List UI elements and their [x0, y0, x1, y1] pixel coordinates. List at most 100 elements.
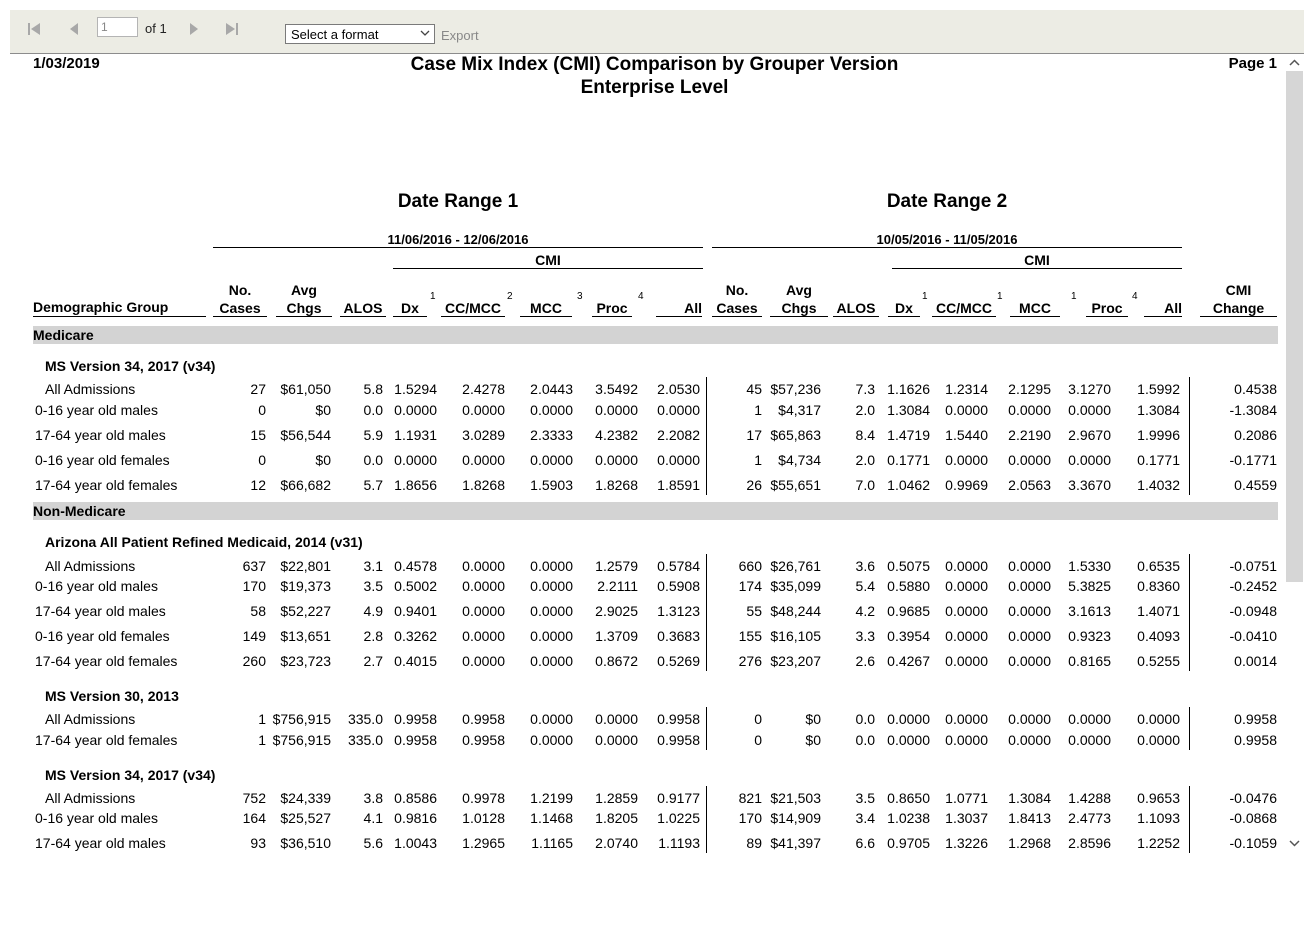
col-underline [393, 316, 427, 317]
row-label: 0-16 year old females [35, 628, 170, 644]
vertical-scrollbar[interactable] [1285, 54, 1304, 854]
previous-page-icon[interactable] [66, 20, 82, 38]
range1-cell: 0.4578 [394, 558, 437, 574]
next-page-icon[interactable] [186, 20, 202, 38]
range1-cell: 1.0225 [657, 810, 700, 826]
format-select[interactable]: Select a format [285, 24, 435, 44]
range1-cell: 0 [258, 452, 266, 468]
range1-cell: $66,682 [280, 477, 331, 493]
range2-cell: 1.5992 [1137, 381, 1180, 397]
range2-cell: 0.5255 [1137, 653, 1180, 669]
range1-cell: 0.0000 [530, 653, 573, 669]
range2-cell: 5.4 [855, 578, 875, 594]
range1-cell: 0.4015 [394, 653, 437, 669]
range2-cell: $57,236 [770, 381, 821, 397]
range1-cell: 170 [242, 578, 266, 594]
last-page-icon[interactable] [224, 20, 240, 38]
range1-cell: 5.8 [363, 381, 383, 397]
range2-cell: $0 [805, 732, 821, 748]
range2-cell: 3.1613 [1068, 603, 1111, 619]
range2-cell: 3.5 [855, 790, 875, 806]
range1-cell: $24,339 [280, 790, 331, 806]
scroll-down-icon[interactable] [1289, 838, 1300, 848]
range1-cell: 0.0000 [530, 732, 573, 748]
range2-cell: 2.9670 [1068, 427, 1111, 443]
range2-cell: 0.0000 [887, 711, 930, 727]
cmi-change-cell: -0.0751 [1229, 558, 1277, 574]
range2-cell: 0.0000 [945, 558, 988, 574]
range2-cell: 174 [738, 578, 762, 594]
first-page-icon[interactable] [26, 20, 42, 38]
section-title: Medicare [33, 327, 94, 343]
cmi-change-cell: -0.1059 [1229, 835, 1277, 851]
range1-cell: 1.3709 [595, 628, 638, 644]
range1-cell: 149 [242, 628, 266, 644]
range1-cell: 0.0000 [462, 452, 505, 468]
col-underline [888, 316, 920, 317]
range2-cell: 1.4288 [1068, 790, 1111, 806]
range1-cell: 0.0000 [462, 628, 505, 644]
range2-cell: 0.3954 [887, 628, 930, 644]
range1-cell: 4.1 [363, 810, 383, 826]
range1-cell: 1.0128 [462, 810, 505, 826]
col-no-cases-2: No. Cases [716, 282, 758, 316]
range2-cell: 3.6 [855, 558, 875, 574]
column-divider [1189, 707, 1190, 750]
range1-cell: 0.0000 [530, 603, 573, 619]
range2-cell: 0.0000 [1137, 732, 1180, 748]
range2-cell: 0.9323 [1068, 628, 1111, 644]
col-all-2: All [1164, 300, 1182, 316]
range1-cell: 1.8268 [595, 477, 638, 493]
report-title: Case Mix Index (CMI) Comparison by Group… [410, 54, 899, 75]
scroll-thumb[interactable] [1286, 71, 1303, 582]
section-band [33, 326, 1278, 344]
scroll-up-icon[interactable] [1289, 58, 1300, 68]
range1-cell: 0.0 [363, 452, 383, 468]
export-link[interactable]: Export [441, 28, 479, 43]
range1-cell: 4.2382 [595, 427, 638, 443]
col-mcc-2: MCC [1019, 300, 1051, 316]
range2-cell: 0.0000 [1008, 578, 1051, 594]
range2-cell: 55 [746, 603, 762, 619]
range1-cell: 0.3262 [394, 628, 437, 644]
page-number-input[interactable] [97, 17, 138, 37]
range2-cell: 0.8165 [1068, 653, 1111, 669]
range2-cell: 2.6 [855, 653, 875, 669]
range1-cell: $52,227 [280, 603, 331, 619]
range2-cell: 0.5075 [887, 558, 930, 574]
range1-cell: 58 [250, 603, 266, 619]
range1-cell: 0.0000 [530, 558, 573, 574]
range2-cell: $4,317 [778, 402, 821, 418]
range1-cell: 0.0 [363, 402, 383, 418]
range1-cmi-rule [393, 268, 703, 269]
range1-cell: $56,544 [280, 427, 331, 443]
range2-cell: 0.0000 [887, 732, 930, 748]
range2-cell: 0.0000 [1008, 603, 1051, 619]
range2-cell: 276 [738, 653, 762, 669]
group-title: Arizona All Patient Refined Medicaid, 20… [45, 534, 363, 550]
range2-cell: 1.1626 [887, 381, 930, 397]
range1-cell: 1.2579 [595, 558, 638, 574]
range2-cell: 0.0000 [1008, 558, 1051, 574]
col-dx-1: Dx [401, 300, 419, 316]
range2-cell: 0.0000 [945, 732, 988, 748]
range2-cell: 0.0000 [945, 711, 988, 727]
range1-cell: $19,373 [280, 578, 331, 594]
range2-cell: 2.2190 [1008, 427, 1051, 443]
page-count-label: of 1 [145, 21, 167, 36]
col-ccmcc-1: CC/MCC [445, 300, 501, 316]
range2-cell: 3.3 [855, 628, 875, 644]
range2-cell: 1.5330 [1068, 558, 1111, 574]
range2-cell: 7.0 [855, 477, 875, 493]
range2-cell: 6.6 [855, 835, 875, 851]
range1-cell: $756,915 [272, 732, 331, 748]
cmi-change-cell: -0.0948 [1229, 603, 1277, 619]
col-avg-chgs-2: Avg Chgs [781, 282, 817, 316]
range1-cell: 3.5 [363, 578, 383, 594]
cmi-change-cell: 0.4538 [1234, 381, 1277, 397]
sup-ccmcc-2: 1 [997, 291, 1003, 302]
range2-cell: $16,105 [770, 628, 821, 644]
range1-cell: 0.9816 [394, 810, 437, 826]
report-date: 1/03/2019 [33, 55, 100, 72]
range1-cell: 0.0000 [530, 578, 573, 594]
